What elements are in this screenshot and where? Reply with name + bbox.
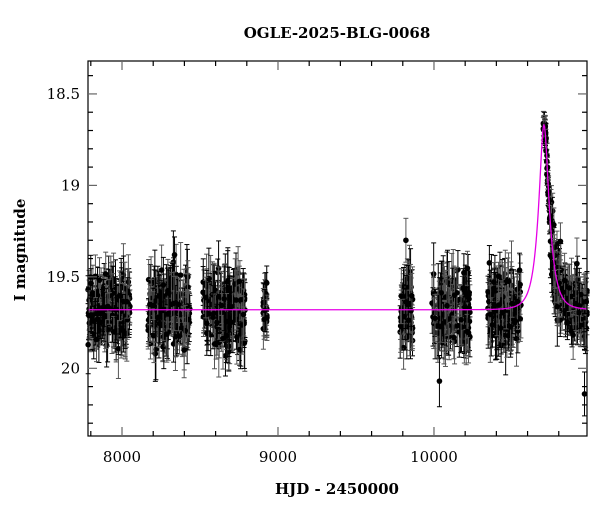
y-axis-label: I magnitude <box>11 199 29 302</box>
y-axis-ticks: 18.5 19 19.5 20 <box>47 75 587 424</box>
y-tick-label: 20 <box>61 359 80 377</box>
data-points <box>85 110 590 417</box>
x-tick-label: 8000 <box>103 448 141 466</box>
model-curve <box>88 123 588 311</box>
x-tick-label: 9000 <box>259 448 297 466</box>
chart-title: OGLE-2025-BLG-0068 <box>244 24 431 42</box>
x-axis-label: HJD - 2450000 <box>275 480 399 498</box>
x-axis-ticks: 8000 9000 10000 <box>90 61 560 466</box>
y-tick-label: 19.5 <box>47 268 80 286</box>
y-tick-label: 19 <box>61 176 80 194</box>
plot-frame <box>87 60 588 437</box>
y-tick-label: 18.5 <box>47 85 80 103</box>
x-tick-label: 10000 <box>410 448 458 466</box>
